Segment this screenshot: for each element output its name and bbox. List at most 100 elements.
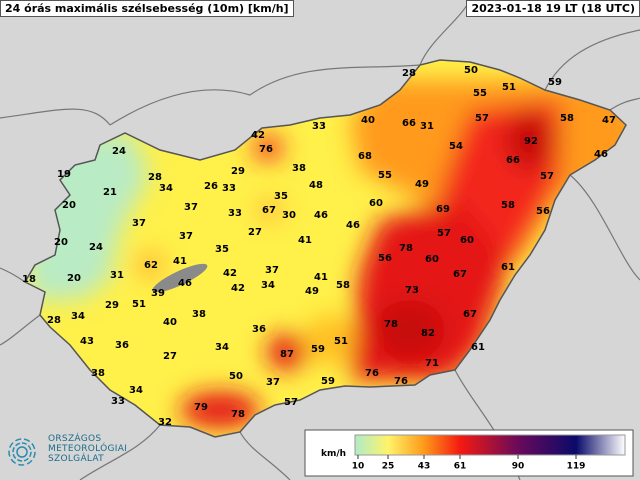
station-value: 37 <box>265 265 279 276</box>
station-value: 78 <box>399 243 413 254</box>
station-value: 34 <box>129 385 143 396</box>
station-value: 51 <box>132 299 146 310</box>
timestamp: 2023-01-18 19 LT (18 UTC) <box>466 0 640 17</box>
station-value: 41 <box>314 272 328 283</box>
station-value: 24 <box>89 242 103 253</box>
station-value: 42 <box>231 283 245 294</box>
legend-unit: km/h <box>321 449 346 459</box>
legend-tick-label: 61 <box>454 462 467 472</box>
station-value: 56 <box>536 206 550 217</box>
station-value: 58 <box>560 113 574 124</box>
station-value: 79 <box>194 402 208 413</box>
station-value: 24 <box>112 146 126 157</box>
station-value: 35 <box>274 191 288 202</box>
station-value: 19 <box>57 169 71 180</box>
station-value: 50 <box>464 65 478 76</box>
station-value: 41 <box>298 235 312 246</box>
station-value: 67 <box>453 269 467 280</box>
station-value: 66 <box>506 155 520 166</box>
station-value: 71 <box>425 358 439 369</box>
station-value: 20 <box>54 237 68 248</box>
station-value: 33 <box>111 396 125 407</box>
logo-line: ORSZÁGOS <box>48 434 102 444</box>
station-value: 39 <box>151 288 165 299</box>
stations: 28 50 59 51 55 40 66 31 57 58 47 33 42 76 92 54 46 24 68 66… <box>22 65 616 428</box>
station-value: 57 <box>284 397 298 408</box>
station-value: 38 <box>292 163 306 174</box>
station-value: 46 <box>178 278 192 289</box>
station-value: 46 <box>346 220 360 231</box>
station-value: 59 <box>321 376 335 387</box>
station-value: 29 <box>231 166 245 177</box>
station-value: 43 <box>80 336 94 347</box>
station-value: 51 <box>502 82 516 93</box>
station-value: 76 <box>365 368 379 379</box>
station-value: 28 <box>402 68 416 79</box>
station-value: 29 <box>105 300 119 311</box>
station-value: 62 <box>144 260 158 271</box>
station-value: 21 <box>103 187 117 198</box>
legend-tick-label: 25 <box>382 462 395 472</box>
station-value: 54 <box>449 141 463 152</box>
station-value: 40 <box>361 115 375 126</box>
station-value: 68 <box>358 151 372 162</box>
station-value: 57 <box>475 113 489 124</box>
station-value: 55 <box>378 170 392 181</box>
station-value: 51 <box>334 336 348 347</box>
station-value: 49 <box>305 286 319 297</box>
station-value: 27 <box>248 227 262 238</box>
logo: ORSZÁGOS METEOROLÓGIAI SZOLGÁLAT <box>48 434 127 464</box>
station-value: 78 <box>231 409 245 420</box>
station-value: 46 <box>314 210 328 221</box>
station-value: 20 <box>67 273 81 284</box>
station-value: 26 <box>204 181 218 192</box>
station-value: 37 <box>132 218 146 229</box>
station-value: 56 <box>378 253 392 264</box>
station-value: 66 <box>402 118 416 129</box>
station-value: 46 <box>594 149 608 160</box>
station-value: 61 <box>471 342 485 353</box>
station-value: 67 <box>463 309 477 320</box>
station-value: 35 <box>215 244 229 255</box>
station-value: 31 <box>420 121 434 132</box>
station-value: 61 <box>501 262 515 273</box>
logo-line: SZOLGÁLAT <box>48 454 104 464</box>
station-value: 49 <box>415 179 429 190</box>
legend-bar <box>354 434 626 456</box>
legend: km/h 10 25 43 61 90 119 <box>304 429 634 477</box>
station-value: 69 <box>436 204 450 215</box>
station-value: 76 <box>394 376 408 387</box>
station-value: 59 <box>311 344 325 355</box>
station-value: 28 <box>148 172 162 183</box>
station-value: 55 <box>473 88 487 99</box>
station-value: 20 <box>62 200 76 211</box>
station-value: 37 <box>266 377 280 388</box>
station-value: 82 <box>421 328 435 339</box>
station-value: 32 <box>158 417 172 428</box>
station-value: 50 <box>229 371 243 382</box>
station-value: 78 <box>384 319 398 330</box>
station-value: 59 <box>548 77 562 88</box>
legend-tick-label: 119 <box>567 462 586 472</box>
station-value: 31 <box>110 270 124 281</box>
station-value: 38 <box>192 309 206 320</box>
legend-tick-label: 43 <box>418 462 431 472</box>
station-value: 92 <box>524 136 538 147</box>
station-value: 18 <box>22 274 36 285</box>
station-value: 42 <box>223 268 237 279</box>
legend-tick-label: 90 <box>512 462 525 472</box>
station-value: 34 <box>215 342 229 353</box>
station-value: 57 <box>437 228 451 239</box>
station-value: 60 <box>369 198 383 209</box>
logo-line: METEOROLÓGIAI <box>48 444 128 454</box>
station-value: 34 <box>71 311 85 322</box>
title: 24 órás maximális szélsebesség (10m) [km… <box>0 0 294 17</box>
station-value: 33 <box>228 208 242 219</box>
station-value: 37 <box>184 202 198 213</box>
station-value: 33 <box>222 183 236 194</box>
station-value: 37 <box>179 231 193 242</box>
station-value: 58 <box>336 280 350 291</box>
